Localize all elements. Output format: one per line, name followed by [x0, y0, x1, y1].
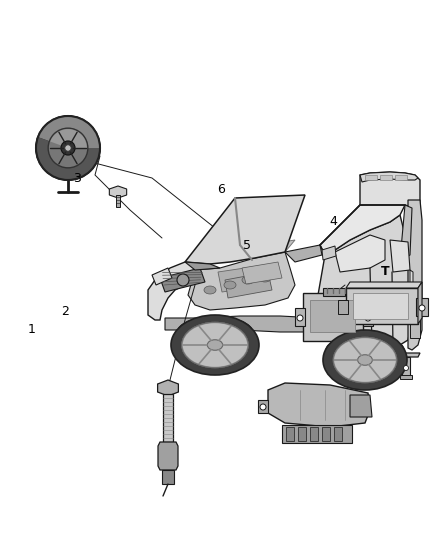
Polygon shape [268, 383, 370, 427]
Polygon shape [258, 400, 268, 413]
Polygon shape [318, 215, 412, 350]
Ellipse shape [207, 340, 223, 350]
Bar [354, 357, 362, 377]
Wedge shape [36, 137, 100, 180]
Circle shape [260, 404, 266, 410]
Polygon shape [360, 172, 418, 182]
Text: 5: 5 [244, 239, 251, 252]
Polygon shape [188, 252, 295, 310]
Circle shape [48, 128, 88, 168]
Polygon shape [410, 270, 413, 295]
Bar [323, 288, 345, 296]
Polygon shape [158, 380, 178, 396]
Polygon shape [390, 240, 410, 272]
Polygon shape [158, 442, 178, 470]
Bar [310, 427, 318, 441]
Polygon shape [185, 262, 220, 270]
Bar [410, 320, 420, 338]
Polygon shape [242, 262, 282, 284]
Polygon shape [418, 282, 422, 324]
Ellipse shape [181, 319, 249, 345]
Polygon shape [346, 282, 422, 288]
Bar [298, 427, 306, 441]
Circle shape [36, 116, 100, 180]
Ellipse shape [242, 276, 254, 284]
Bar [365, 175, 377, 180]
Polygon shape [322, 246, 336, 260]
Ellipse shape [323, 330, 407, 390]
Circle shape [365, 315, 371, 321]
Text: 1: 1 [28, 323, 35, 336]
Circle shape [297, 315, 303, 321]
Wedge shape [50, 129, 87, 148]
Ellipse shape [333, 337, 396, 383]
Bar [162, 470, 174, 484]
Bar [322, 427, 330, 441]
Bar [380, 175, 392, 180]
Bar [363, 308, 373, 326]
Bar [395, 175, 407, 180]
Polygon shape [225, 272, 272, 298]
Bar [295, 308, 305, 326]
Polygon shape [218, 265, 270, 292]
Polygon shape [110, 186, 127, 198]
Bar [377, 375, 389, 379]
Ellipse shape [330, 338, 400, 362]
Circle shape [356, 366, 360, 370]
Circle shape [381, 366, 385, 370]
Bar [116, 195, 120, 207]
Wedge shape [38, 116, 100, 148]
Circle shape [419, 305, 425, 311]
Polygon shape [285, 245, 322, 262]
Circle shape [65, 145, 71, 151]
Polygon shape [335, 235, 385, 272]
Bar [282, 425, 352, 443]
Polygon shape [346, 353, 420, 357]
Polygon shape [320, 200, 405, 255]
Bar [402, 357, 410, 377]
Polygon shape [400, 205, 412, 260]
Text: 6: 6 [217, 183, 225, 196]
Bar [338, 300, 348, 314]
Polygon shape [165, 316, 318, 332]
Polygon shape [195, 240, 295, 265]
Bar [334, 427, 342, 441]
Text: 3: 3 [73, 172, 81, 185]
Text: T: T [381, 265, 390, 278]
Polygon shape [185, 195, 305, 264]
Bar [310, 300, 355, 332]
Bar [163, 394, 173, 442]
Ellipse shape [177, 317, 252, 347]
Bar [352, 375, 364, 379]
Polygon shape [152, 268, 172, 285]
Ellipse shape [182, 322, 248, 367]
Bar [355, 300, 367, 304]
Bar [379, 357, 387, 377]
FancyBboxPatch shape [303, 293, 363, 341]
Bar [346, 288, 418, 324]
Ellipse shape [171, 315, 259, 375]
Polygon shape [160, 268, 205, 292]
Polygon shape [148, 260, 210, 320]
Ellipse shape [326, 336, 404, 364]
Polygon shape [360, 172, 420, 220]
Text: 2: 2 [61, 305, 69, 318]
Bar [382, 300, 394, 304]
Polygon shape [408, 200, 422, 350]
Circle shape [177, 274, 189, 286]
Bar [416, 298, 428, 316]
Polygon shape [350, 395, 372, 417]
Bar [400, 375, 412, 379]
Bar [353, 293, 408, 319]
Text: 4: 4 [329, 215, 337, 228]
Circle shape [403, 366, 409, 370]
Ellipse shape [224, 281, 236, 289]
Ellipse shape [358, 355, 372, 365]
Ellipse shape [204, 286, 216, 294]
Circle shape [61, 141, 75, 155]
Ellipse shape [259, 274, 271, 282]
Bar [286, 427, 294, 441]
